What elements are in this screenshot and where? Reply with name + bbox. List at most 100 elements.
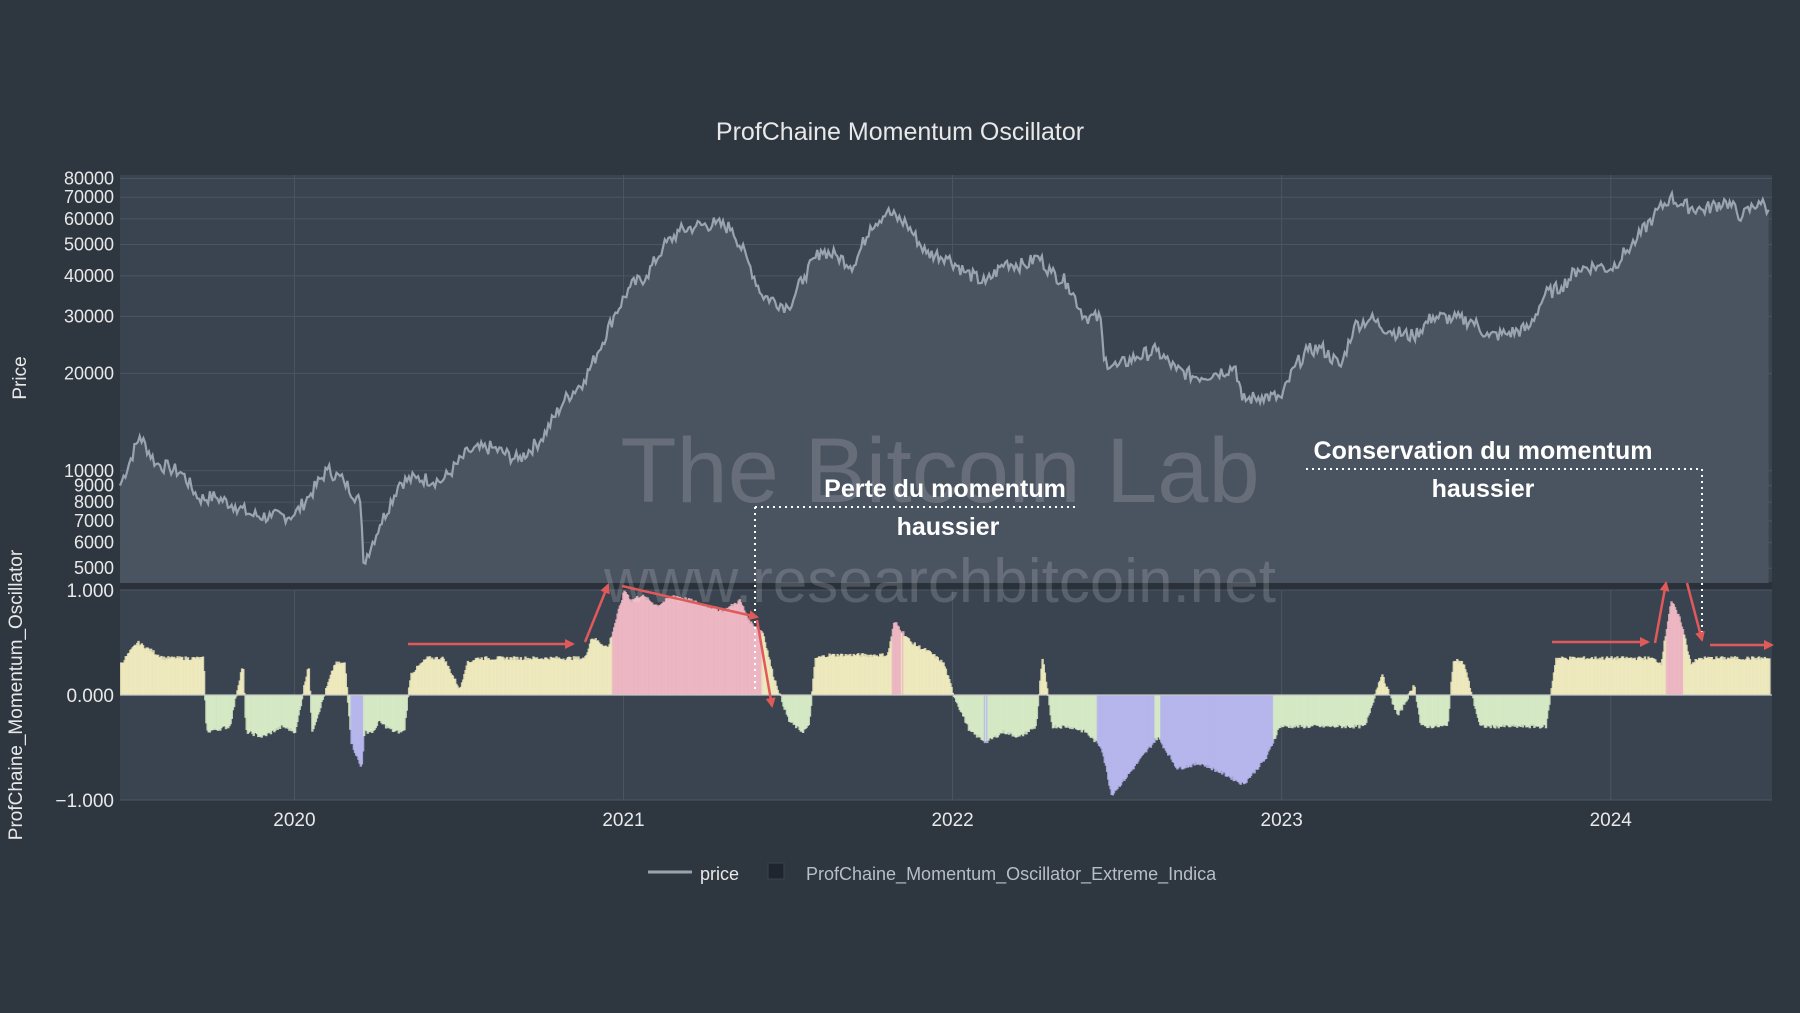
oscillator-bar: [1290, 695, 1293, 728]
oscillator-bar: [498, 656, 502, 695]
oscillator-bar: [1372, 695, 1375, 703]
trend-arrow-6: [1653, 581, 1670, 644]
oscillator-bars: [120, 590, 1771, 796]
oscillator-bar: [1419, 695, 1422, 723]
oscillator-bar: [1703, 656, 1707, 695]
oscillator-bar: [1495, 695, 1498, 725]
oscillator-bar: [1469, 691, 1473, 695]
oscillator-bar: [307, 668, 311, 695]
oscillator-bar: [300, 695, 304, 700]
oscillator-bar: [1366, 695, 1369, 718]
oscillator-bar: [234, 695, 237, 699]
oscillator-bar: [240, 668, 244, 695]
trend-arrow-2: [583, 583, 610, 643]
oscillator-bar: [232, 695, 236, 708]
oscillator-bar: [1665, 629, 1669, 695]
legend: price ProfChaine_Momentum_Oscillator_Ext…: [648, 862, 1217, 885]
oscillator-bar: [1275, 695, 1278, 736]
annotation-bracket-1: [754, 506, 1075, 690]
oscillator-bar: [1430, 695, 1434, 729]
x-tick-label: 2024: [1590, 810, 1633, 831]
oscillator-bar: [1445, 695, 1449, 726]
price-line: [118, 189, 1770, 566]
oscillator-bar: [1316, 695, 1320, 726]
oscillator-bar: [1753, 659, 1756, 695]
annotation-bracket-2: [1306, 468, 1703, 640]
watermark-title: The Bitcoin Lab: [620, 420, 1259, 522]
oscillator-bar: [1483, 695, 1487, 728]
oscillator-bar: [951, 692, 954, 695]
oscillator-bar: [1387, 689, 1390, 695]
oscillator-bar: [1146, 695, 1149, 750]
oscillator-bar: [1328, 695, 1331, 726]
oscillator-bar: [308, 690, 312, 695]
oscillator-bar: [1574, 659, 1578, 695]
oscillator-bar: [1225, 695, 1229, 777]
trend-arrows: [408, 581, 1774, 708]
oscillator-bar: [1252, 695, 1255, 772]
oscillator-bar: [1601, 656, 1604, 695]
price-tick-label: 80000: [64, 168, 114, 188]
oscillator-bar: [1448, 695, 1451, 709]
price-tick-label: 30000: [64, 306, 114, 326]
oscillator-bar: [1096, 695, 1100, 744]
annotation-2-line-2: haussier: [1432, 475, 1535, 503]
price-tick-label: 7000: [74, 511, 114, 531]
oscillator-bar: [1404, 695, 1407, 703]
oscillator-bar: [191, 657, 194, 695]
oscillator-bar: [331, 670, 335, 695]
oscillator-bar: [475, 657, 479, 695]
oscillator-bar: [345, 687, 349, 695]
oscillator-bar: [407, 687, 411, 695]
legend-price-label[interactable]: price: [700, 864, 739, 884]
oscillator-bar: [235, 695, 238, 697]
oscillator-bar: [1161, 695, 1164, 745]
oscillator-bar: [1343, 695, 1346, 727]
oscillator-bar: [1467, 680, 1470, 695]
oscillator-bar: [1381, 674, 1384, 695]
trend-arrow-4: [755, 619, 776, 708]
oscillator-bar: [322, 695, 326, 697]
oscillator-bar: [1407, 693, 1411, 695]
oscillator-bar: [1046, 688, 1049, 695]
oscillator-bar: [1612, 658, 1616, 695]
oscillator-bar: [164, 657, 168, 695]
oscillator-bar: [1036, 695, 1040, 707]
oscillator-bar: [1730, 656, 1733, 695]
oscillator-bar: [1413, 686, 1416, 695]
oscillator-bar: [1373, 695, 1376, 699]
oscillator-bar: [406, 695, 410, 698]
trend-arrow-3: [621, 584, 759, 621]
oscillator-bar: [1741, 659, 1745, 695]
oscillator-bar: [343, 662, 346, 695]
oscillator-bar: [487, 658, 490, 695]
oscillator-bar: [1768, 658, 1771, 695]
oscillator-bar: [1035, 695, 1039, 719]
oscillator-bar: [1210, 695, 1214, 771]
oscillator-bar: [138, 645, 141, 695]
oscillator-bar: [1263, 695, 1267, 760]
oscillator-bar: [1301, 695, 1305, 726]
oscillator-bar: [346, 695, 350, 703]
oscillator-bar: [950, 687, 953, 695]
oscillator-bar: [1354, 695, 1358, 727]
oscillator-bar: [1624, 659, 1627, 695]
oscillator-bar: [1032, 695, 1035, 728]
x-tick-label: 2022: [931, 810, 973, 831]
price-tick-label: 8000: [74, 492, 114, 512]
oscillator-bar: [1070, 695, 1073, 728]
price-tick-label: 40000: [64, 266, 114, 286]
price-tick-label: 5000: [74, 558, 114, 578]
legend-osc-label[interactable]: ProfChaine_Momentum_Oscillator_Extreme_I…: [806, 864, 1217, 885]
oscillator-bar: [344, 673, 347, 695]
oscillator-bar: [411, 673, 414, 695]
x-tick-label: 2023: [1261, 810, 1303, 831]
oscillator-bar: [809, 695, 813, 706]
oscillator-bar: [776, 689, 779, 695]
oscillator-bar: [321, 695, 324, 700]
price-tick-label: 60000: [64, 209, 114, 229]
oscillator-bar: [405, 695, 408, 711]
osc-tick-label: 1.000: [66, 581, 114, 602]
oscillator-bar: [1108, 695, 1111, 786]
